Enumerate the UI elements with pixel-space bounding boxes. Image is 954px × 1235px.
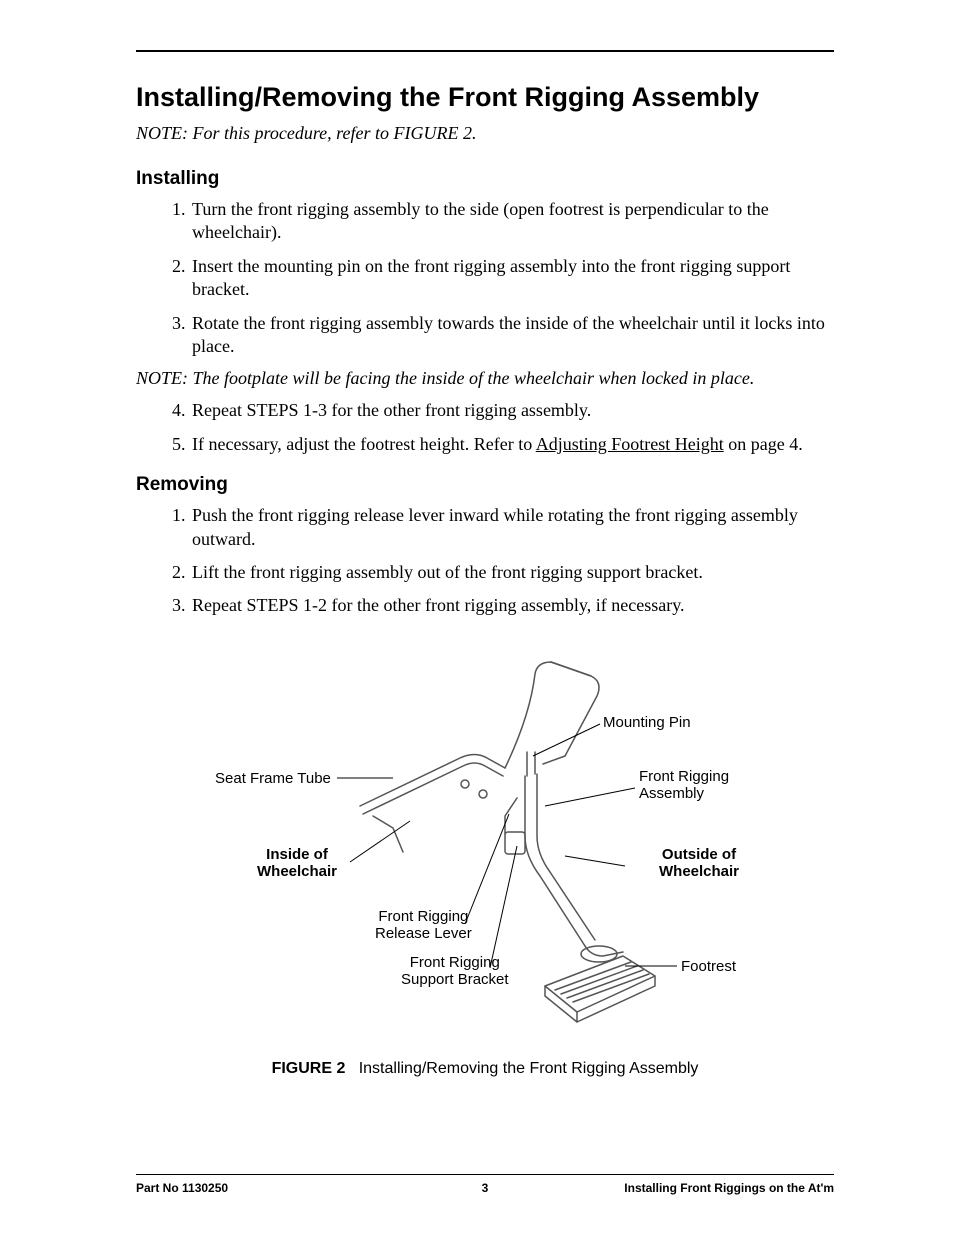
label-mounting-pin: Mounting Pin: [603, 714, 691, 731]
label-footrest: Footrest: [681, 958, 736, 975]
list-item: Repeat STEPS 1-2 for the other front rig…: [190, 594, 834, 617]
diagram: Mounting Pin Seat Frame Tube Front Riggi…: [205, 646, 765, 1046]
list-item: Rotate the front rigging assembly toward…: [190, 312, 834, 359]
list-item: Repeat STEPS 1-3 for the other front rig…: [190, 399, 834, 422]
footer-page-number: 3: [369, 1181, 602, 1195]
installing-steps-cont: Repeat STEPS 1-3 for the other front rig…: [136, 399, 834, 456]
note-mid: NOTE: The footplate will be facing the i…: [136, 368, 834, 389]
page-title: Installing/Removing the Front Rigging As…: [136, 82, 834, 113]
label-front-rigging-assembly: Front RiggingAssembly: [639, 768, 729, 803]
step5-post: on page 4.: [724, 434, 803, 454]
figure-caption: FIGURE 2 Installing/Removing the Front R…: [136, 1060, 834, 1078]
label-seat-frame-tube: Seat Frame Tube: [215, 770, 331, 787]
list-item: Push the front rigging release lever inw…: [190, 504, 834, 551]
label-outside: Outside ofWheelchair: [659, 846, 739, 881]
xref-adjust-height[interactable]: Adjusting Footrest Height: [536, 434, 724, 454]
figure-caption-text: Installing/Removing the Front Rigging As…: [359, 1060, 699, 1077]
installing-steps: Turn the front rigging assembly to the s…: [136, 198, 834, 358]
label-release-lever: Front RiggingRelease Lever: [375, 908, 472, 943]
top-rule: [136, 50, 834, 52]
step5-pre: If necessary, adjust the footrest height…: [192, 434, 536, 454]
heading-removing: Removing: [136, 474, 834, 496]
list-item: Lift the front rigging assembly out of t…: [190, 561, 834, 584]
page-footer: Part No 1130250 3 Installing Front Riggi…: [136, 1174, 834, 1195]
removing-steps: Push the front rigging release lever inw…: [136, 504, 834, 618]
list-item: Insert the mounting pin on the front rig…: [190, 255, 834, 302]
label-inside: Inside ofWheelchair: [257, 846, 337, 881]
list-item: Turn the front rigging assembly to the s…: [190, 198, 834, 245]
footer-right: Installing Front Riggings on the At'm: [601, 1181, 834, 1195]
list-item: If necessary, adjust the footrest height…: [190, 433, 834, 456]
footer-left: Part No 1130250: [136, 1181, 369, 1195]
figure-2: Mounting Pin Seat Frame Tube Front Riggi…: [136, 646, 834, 1078]
figure-number: FIGURE 2: [272, 1060, 346, 1077]
heading-installing: Installing: [136, 168, 834, 190]
label-support-bracket: Front RiggingSupport Bracket: [401, 954, 509, 989]
note-top: NOTE: For this procedure, refer to FIGUR…: [136, 123, 834, 144]
